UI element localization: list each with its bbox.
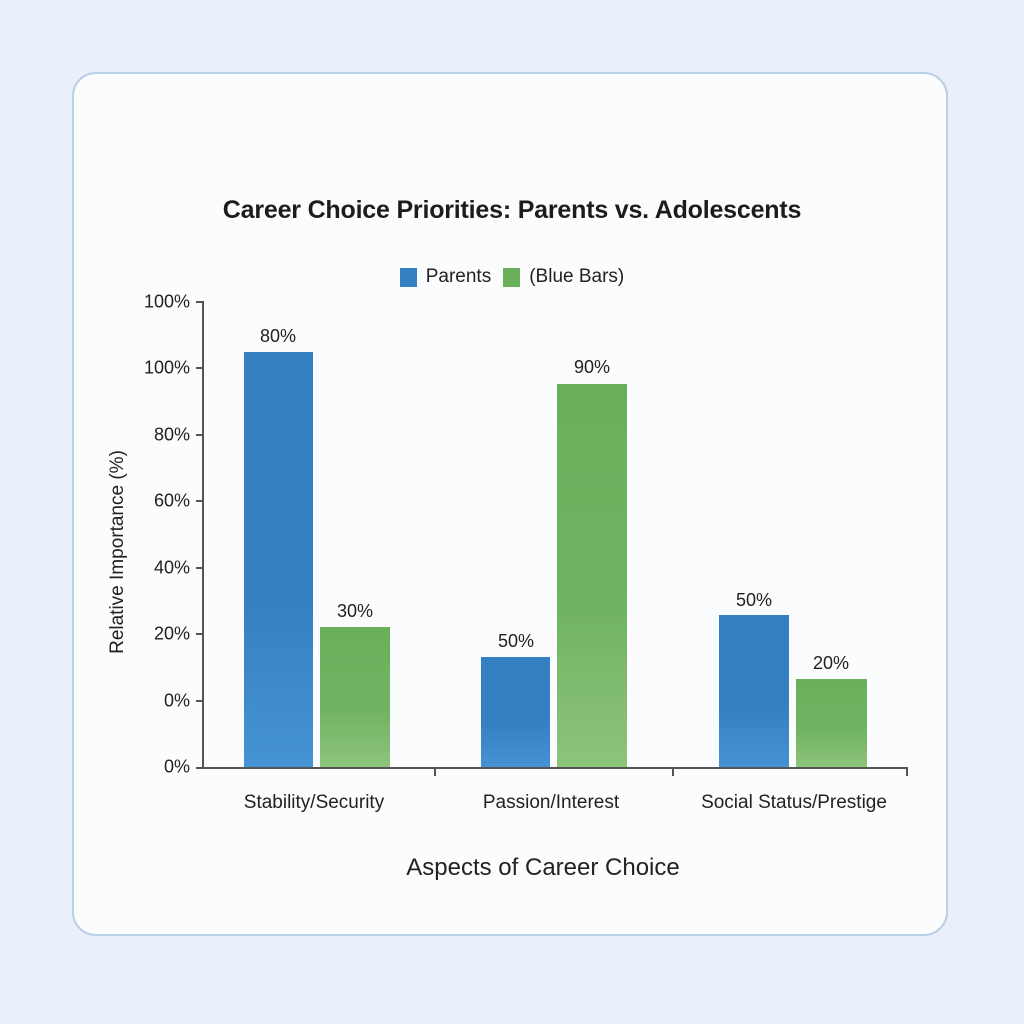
x-axis-line	[196, 767, 908, 769]
y-tick-label: 20%	[153, 623, 190, 644]
y-tick	[196, 633, 203, 635]
y-tick	[196, 434, 203, 436]
chart-card	[72, 72, 948, 936]
y-tick	[196, 700, 203, 702]
legend-swatch-green	[503, 267, 521, 287]
bar-value-label: 30%	[336, 601, 374, 621]
bar-value-label: 20%	[812, 653, 850, 673]
bar-value-label: 50%	[735, 590, 773, 610]
y-tick-label: 100%	[143, 357, 190, 378]
y-tick-label: 80%	[153, 424, 190, 445]
y-tick-label: 0%	[163, 690, 190, 711]
bar-value-label: 80%	[259, 326, 297, 346]
x-axis-title: Aspects of Career Choice	[406, 854, 680, 881]
y-tick-label: 0%	[163, 756, 190, 777]
bar-parents-stability	[244, 352, 313, 767]
y-tick-label: 40%	[153, 557, 190, 578]
bar-parents-passion	[481, 657, 550, 767]
bar-parents-social	[719, 615, 789, 767]
x-tick	[434, 767, 436, 776]
y-tick	[196, 301, 203, 303]
bar-series2-social	[796, 679, 867, 767]
legend-item-blue-bars: (Blue Bars)	[503, 266, 624, 288]
bar-value-label: 90%	[573, 357, 611, 377]
category-label: Passion/Interest	[482, 792, 620, 813]
legend-item-parents: Parents	[399, 266, 492, 288]
bar-value-label: 50%	[497, 631, 535, 651]
bar-series2-passion	[557, 384, 627, 767]
category-label: Stability/Security	[243, 792, 385, 813]
legend-label: Parents	[425, 266, 492, 287]
chart-title: Career Choice Priorities: Parents vs. Ad…	[222, 196, 802, 224]
bar-series2-stability	[320, 627, 390, 767]
legend-swatch-blue	[399, 267, 417, 287]
y-tick-label: 100%	[143, 291, 190, 312]
y-tick	[196, 367, 203, 369]
chart-legend: Parents (Blue Bars)	[0, 266, 1024, 288]
y-tick	[196, 567, 203, 569]
category-label: Social Status/Prestige	[701, 792, 887, 813]
y-tick-label: 60%	[153, 490, 190, 511]
x-tick	[906, 767, 908, 776]
y-axis-line	[202, 301, 204, 769]
x-tick	[672, 767, 674, 776]
y-tick	[196, 500, 203, 502]
legend-label: (Blue Bars)	[529, 266, 625, 287]
